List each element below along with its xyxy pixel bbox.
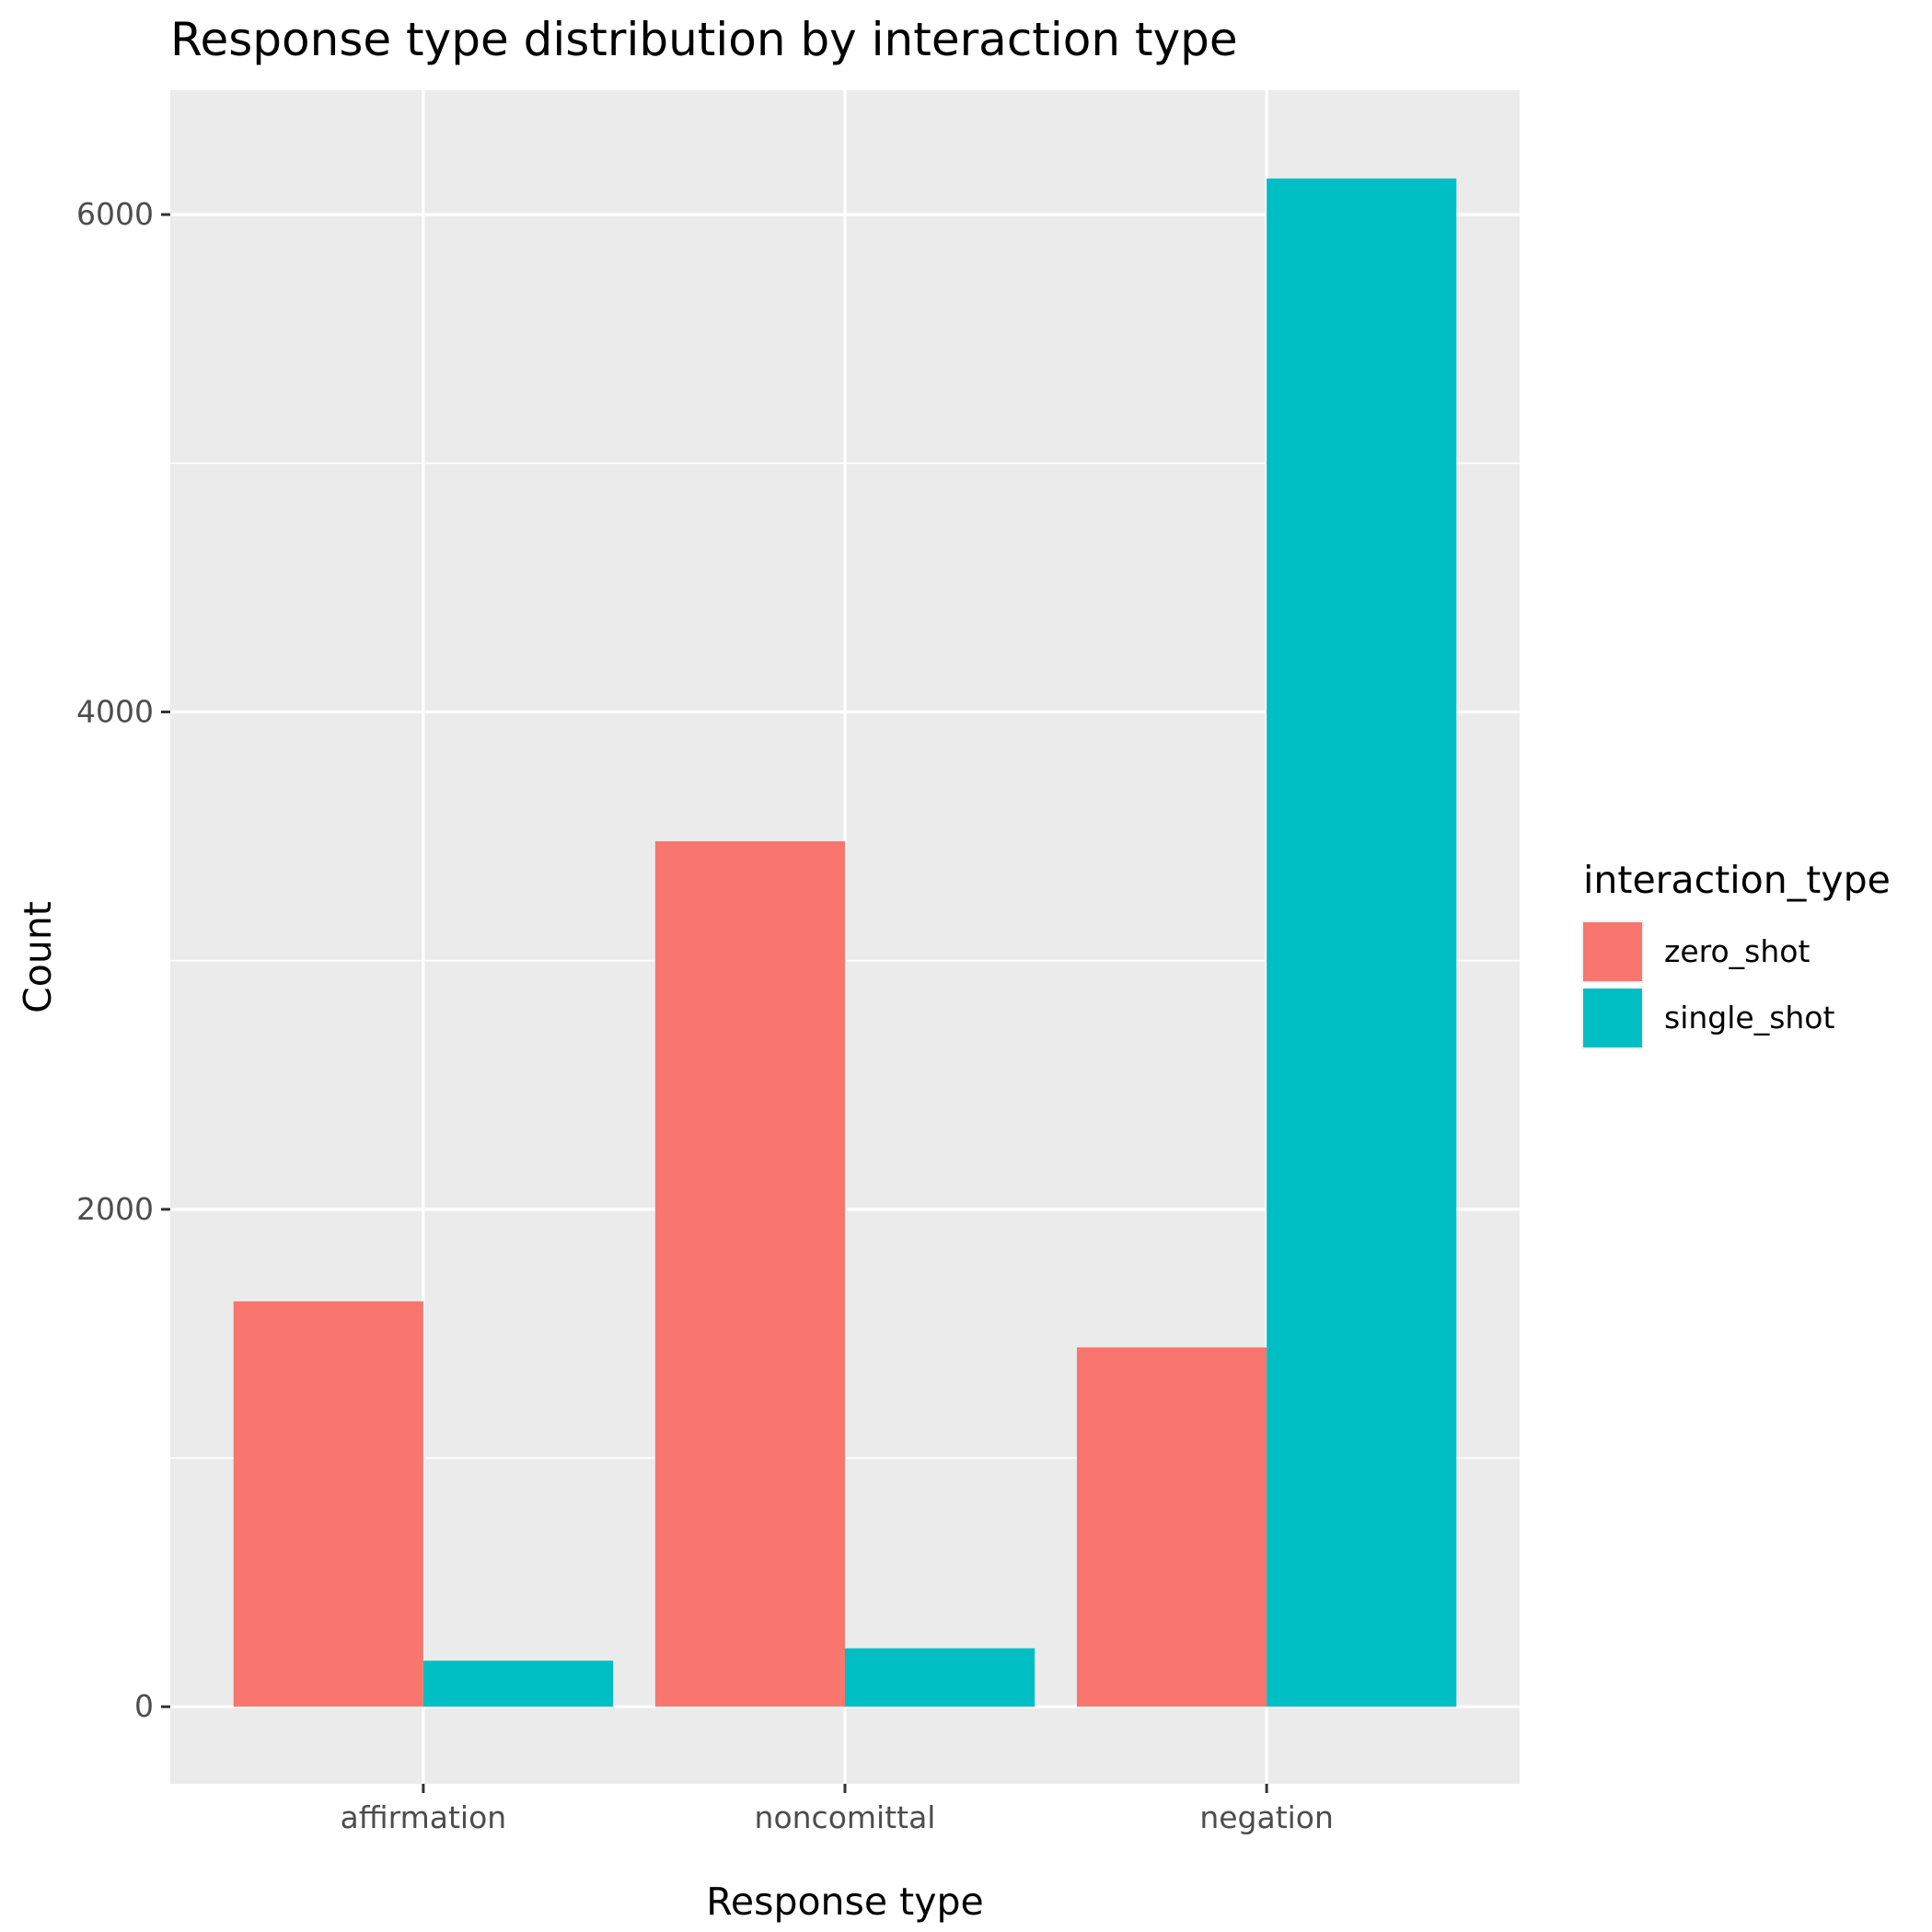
legend-label-single_shot: single_shot <box>1664 1000 1834 1035</box>
bar-single_shot-noncomittal <box>845 1648 1035 1707</box>
bar-zero_shot-affirmation <box>233 1301 423 1707</box>
chart-title: Response type distribution by interactio… <box>170 13 1238 66</box>
bar-single_shot-negation <box>1267 178 1457 1707</box>
y-tick-label: 0 <box>134 1688 154 1724</box>
bar-single_shot-affirmation <box>422 1660 614 1707</box>
legend-title: interaction_type <box>1583 858 1891 902</box>
bar-zero_shot-noncomittal <box>654 840 845 1707</box>
x-axis: affirmation noncomittal negation <box>341 1784 1334 1835</box>
x-tick-label: negation <box>1199 1799 1334 1835</box>
y-tick-label: 6000 <box>76 196 154 232</box>
legend-swatch-single_shot <box>1583 989 1642 1047</box>
legend-items: zero_shot single_shot <box>1581 920 1834 1049</box>
legend-label-zero_shot: zero_shot <box>1664 933 1810 969</box>
bars <box>233 178 1457 1707</box>
legend: interaction_type zero_shot single_shot <box>1581 858 1891 1049</box>
bar-zero_shot-negation <box>1076 1347 1267 1707</box>
y-axis-title: Count <box>16 901 60 1013</box>
x-axis-title: Response type <box>706 1880 984 1924</box>
legend-swatch-zero_shot <box>1583 922 1642 981</box>
y-axis: 0 2000 4000 6000 <box>76 196 170 1724</box>
y-tick-label: 2000 <box>76 1191 154 1227</box>
x-tick-label: affirmation <box>341 1799 507 1835</box>
x-tick-label: noncomittal <box>755 1799 936 1835</box>
y-tick-label: 4000 <box>76 693 154 729</box>
